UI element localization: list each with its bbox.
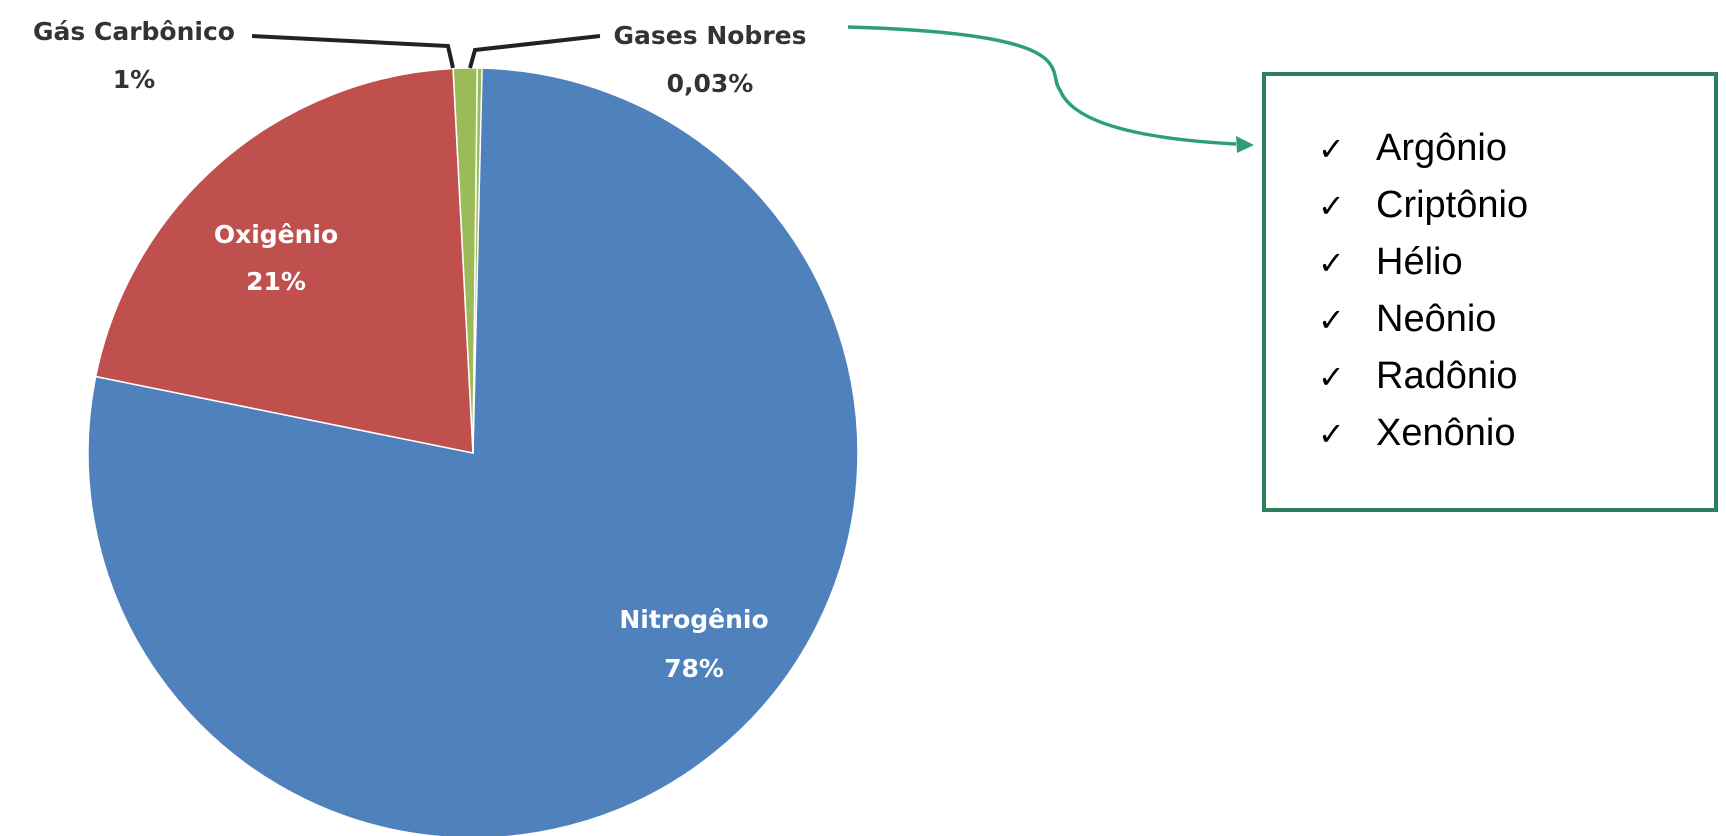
pie-slice-nitrogenio bbox=[87, 67, 859, 836]
pie-slice-oxigenio bbox=[94, 67, 474, 454]
value-oxigenio: 21% bbox=[246, 267, 306, 296]
gas-name: Argônio bbox=[1376, 127, 1507, 169]
label-gases-nobres: Gases Nobres bbox=[614, 21, 807, 50]
leader-line-gas-carbonico bbox=[251, 34, 455, 69]
noble-gases-connector bbox=[847, 25, 1237, 146]
gas-name: Hélio bbox=[1376, 241, 1463, 283]
list-item: ✓ Hélio bbox=[1318, 234, 1528, 291]
leader-line-gases-nobres bbox=[468, 34, 601, 69]
list-item: ✓ Neônio bbox=[1318, 291, 1528, 348]
checkmark-icon: ✓ bbox=[1318, 130, 1345, 167]
list-item: ✓ Xenônio bbox=[1318, 405, 1528, 462]
noble-gases-box: ✓ Argônio ✓ Criptônio ✓ Hélio ✓ Neônio ✓ Radô… bbox=[1262, 72, 1718, 512]
checkmark-icon: ✓ bbox=[1318, 244, 1345, 281]
checkmark-icon: ✓ bbox=[1318, 187, 1345, 224]
gas-name: Neônio bbox=[1376, 298, 1497, 340]
gas-name: Xenônio bbox=[1376, 412, 1516, 454]
value-gases-nobres: 0,03% bbox=[667, 69, 754, 98]
checkmark-icon: ✓ bbox=[1318, 358, 1345, 395]
list-item: ✓ Radônio bbox=[1318, 348, 1528, 405]
value-gas-carbonico: 1% bbox=[113, 65, 155, 94]
label-oxigenio: Oxigênio bbox=[214, 220, 338, 249]
gas-name: Criptônio bbox=[1376, 184, 1529, 226]
connector-arrowhead-icon bbox=[1236, 136, 1254, 153]
noble-gases-list: ✓ Argônio ✓ Criptônio ✓ Hélio ✓ Neônio ✓ Radô… bbox=[1318, 120, 1528, 462]
label-nitrogenio: Nitrogênio bbox=[619, 605, 768, 634]
list-item: ✓ Criptônio bbox=[1318, 177, 1528, 234]
checkmark-icon: ✓ bbox=[1318, 415, 1345, 452]
checkmark-icon: ✓ bbox=[1318, 301, 1345, 338]
list-item: ✓ Argônio bbox=[1318, 120, 1528, 177]
gas-name: Radônio bbox=[1376, 355, 1518, 397]
label-gas-carbonico: Gás Carbônico bbox=[33, 17, 235, 46]
value-nitrogenio: 78% bbox=[664, 654, 724, 683]
pie-slice-gases-nobres bbox=[472, 67, 483, 454]
